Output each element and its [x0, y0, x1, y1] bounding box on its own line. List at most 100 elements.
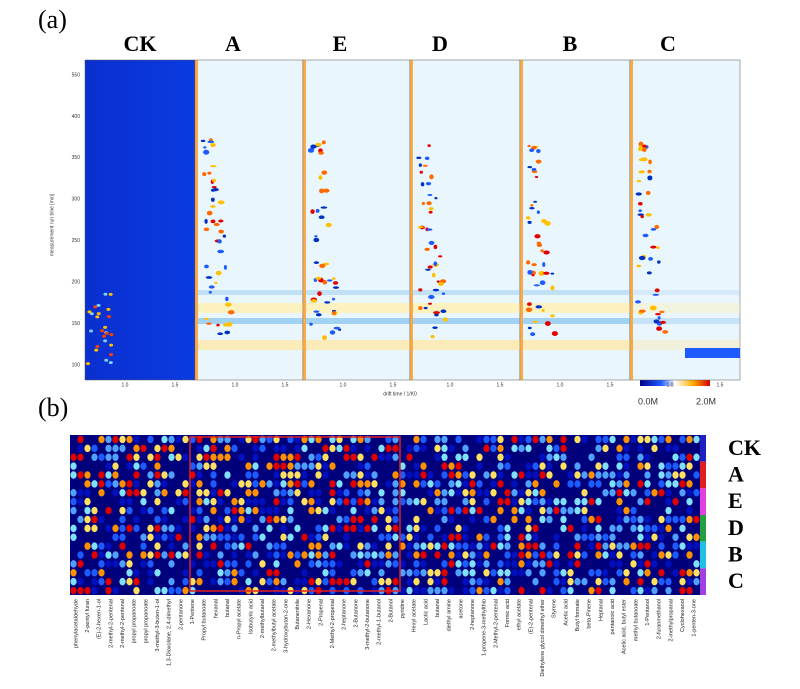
heat-cell — [231, 444, 238, 453]
compound-label: Acetic acid — [563, 599, 569, 626]
row-label: C — [728, 568, 744, 593]
heat-cell — [371, 515, 378, 524]
heat-cell — [581, 435, 588, 444]
heat-cell — [77, 551, 84, 559]
heat-cell — [203, 489, 210, 497]
heat-cell — [448, 489, 455, 497]
heat-cell — [385, 577, 392, 586]
peak — [543, 250, 550, 255]
heat-cell — [294, 444, 301, 453]
heat-cell — [252, 551, 259, 559]
heat-cell — [630, 577, 637, 586]
heat-cell — [224, 533, 231, 541]
peak — [417, 226, 424, 229]
heat-cell — [392, 480, 399, 488]
heat-cell — [378, 551, 385, 559]
heat-cell — [91, 542, 98, 550]
heat-cell — [119, 444, 126, 453]
peak — [638, 255, 646, 261]
heat-cell — [434, 444, 441, 453]
heat-cell — [462, 435, 469, 444]
band — [198, 318, 303, 324]
heat-cell — [483, 569, 490, 577]
band — [523, 340, 630, 350]
heat-cell — [343, 462, 350, 470]
heat-cell — [252, 524, 259, 533]
heat-cell — [616, 444, 623, 453]
heat-cell — [350, 471, 357, 479]
compound-label: 2-Propenal — [318, 599, 324, 626]
heat-cell — [497, 435, 504, 444]
peak — [544, 220, 551, 226]
heat-cell — [693, 542, 700, 550]
heat-cell — [364, 471, 371, 479]
heat-cell — [462, 560, 469, 568]
heat-cell — [497, 444, 504, 453]
y-tick-label: 200 — [72, 279, 81, 285]
heat-cell — [126, 489, 133, 497]
heat-cell — [77, 577, 84, 586]
peak — [210, 165, 217, 168]
peak — [96, 303, 101, 307]
peak — [652, 293, 660, 296]
peak — [418, 288, 423, 292]
compound-label: 1-penten-3-one — [692, 599, 698, 637]
peak — [645, 213, 652, 217]
heat-cell — [133, 480, 140, 488]
heat-cell — [476, 435, 483, 444]
heat-cell — [651, 462, 658, 470]
heat-cell — [364, 560, 371, 568]
heat-cell — [672, 453, 679, 461]
heat-cell — [546, 560, 553, 568]
heat-cell — [273, 462, 280, 470]
heat-cell — [574, 560, 581, 568]
heat-cell — [686, 560, 693, 568]
heat-cell — [686, 533, 693, 541]
x-tick-label: 1.5 — [497, 382, 504, 388]
heat-cell — [98, 577, 105, 586]
peak — [660, 320, 667, 324]
heat-cell — [385, 533, 392, 541]
spectrum-panel — [84, 59, 196, 381]
heat-cell — [462, 586, 469, 595]
heat-cell — [518, 506, 525, 515]
heat-cell — [217, 560, 224, 568]
heat-cell — [497, 524, 504, 533]
heat-cell — [350, 444, 357, 453]
x-tick-label: 1.0 — [122, 382, 129, 388]
heat-cell — [644, 560, 651, 568]
peak — [89, 312, 94, 316]
heat-cell — [441, 515, 448, 524]
heat-cell — [483, 489, 490, 497]
peak — [638, 158, 645, 162]
heat-cell — [196, 577, 203, 586]
heat-cell — [224, 560, 231, 568]
heat-cell — [630, 489, 637, 497]
peak — [309, 322, 313, 326]
heat-cell — [105, 533, 112, 541]
heat-cell — [658, 515, 665, 524]
heat-cell — [665, 577, 672, 586]
heat-cell — [280, 453, 287, 461]
heat-cell — [679, 497, 686, 506]
heat-cell — [189, 506, 196, 515]
heat-cell — [588, 586, 595, 595]
heat-cell — [588, 471, 595, 479]
heat-cell — [343, 471, 350, 479]
heat-cell — [371, 577, 378, 586]
heat-cell — [616, 524, 623, 533]
heat-cell — [203, 560, 210, 568]
heat-cell — [350, 480, 357, 488]
heat-cell — [175, 533, 182, 541]
heat-cell — [91, 444, 98, 453]
peak — [641, 147, 647, 152]
peak — [530, 204, 534, 207]
heat-cell — [616, 551, 623, 559]
heat-cell — [455, 533, 462, 541]
peak — [109, 353, 114, 357]
heat-cell — [595, 480, 602, 488]
heat-cell — [441, 489, 448, 497]
group-strip — [700, 515, 706, 542]
heat-cell — [385, 551, 392, 559]
heat-cell — [350, 524, 357, 533]
